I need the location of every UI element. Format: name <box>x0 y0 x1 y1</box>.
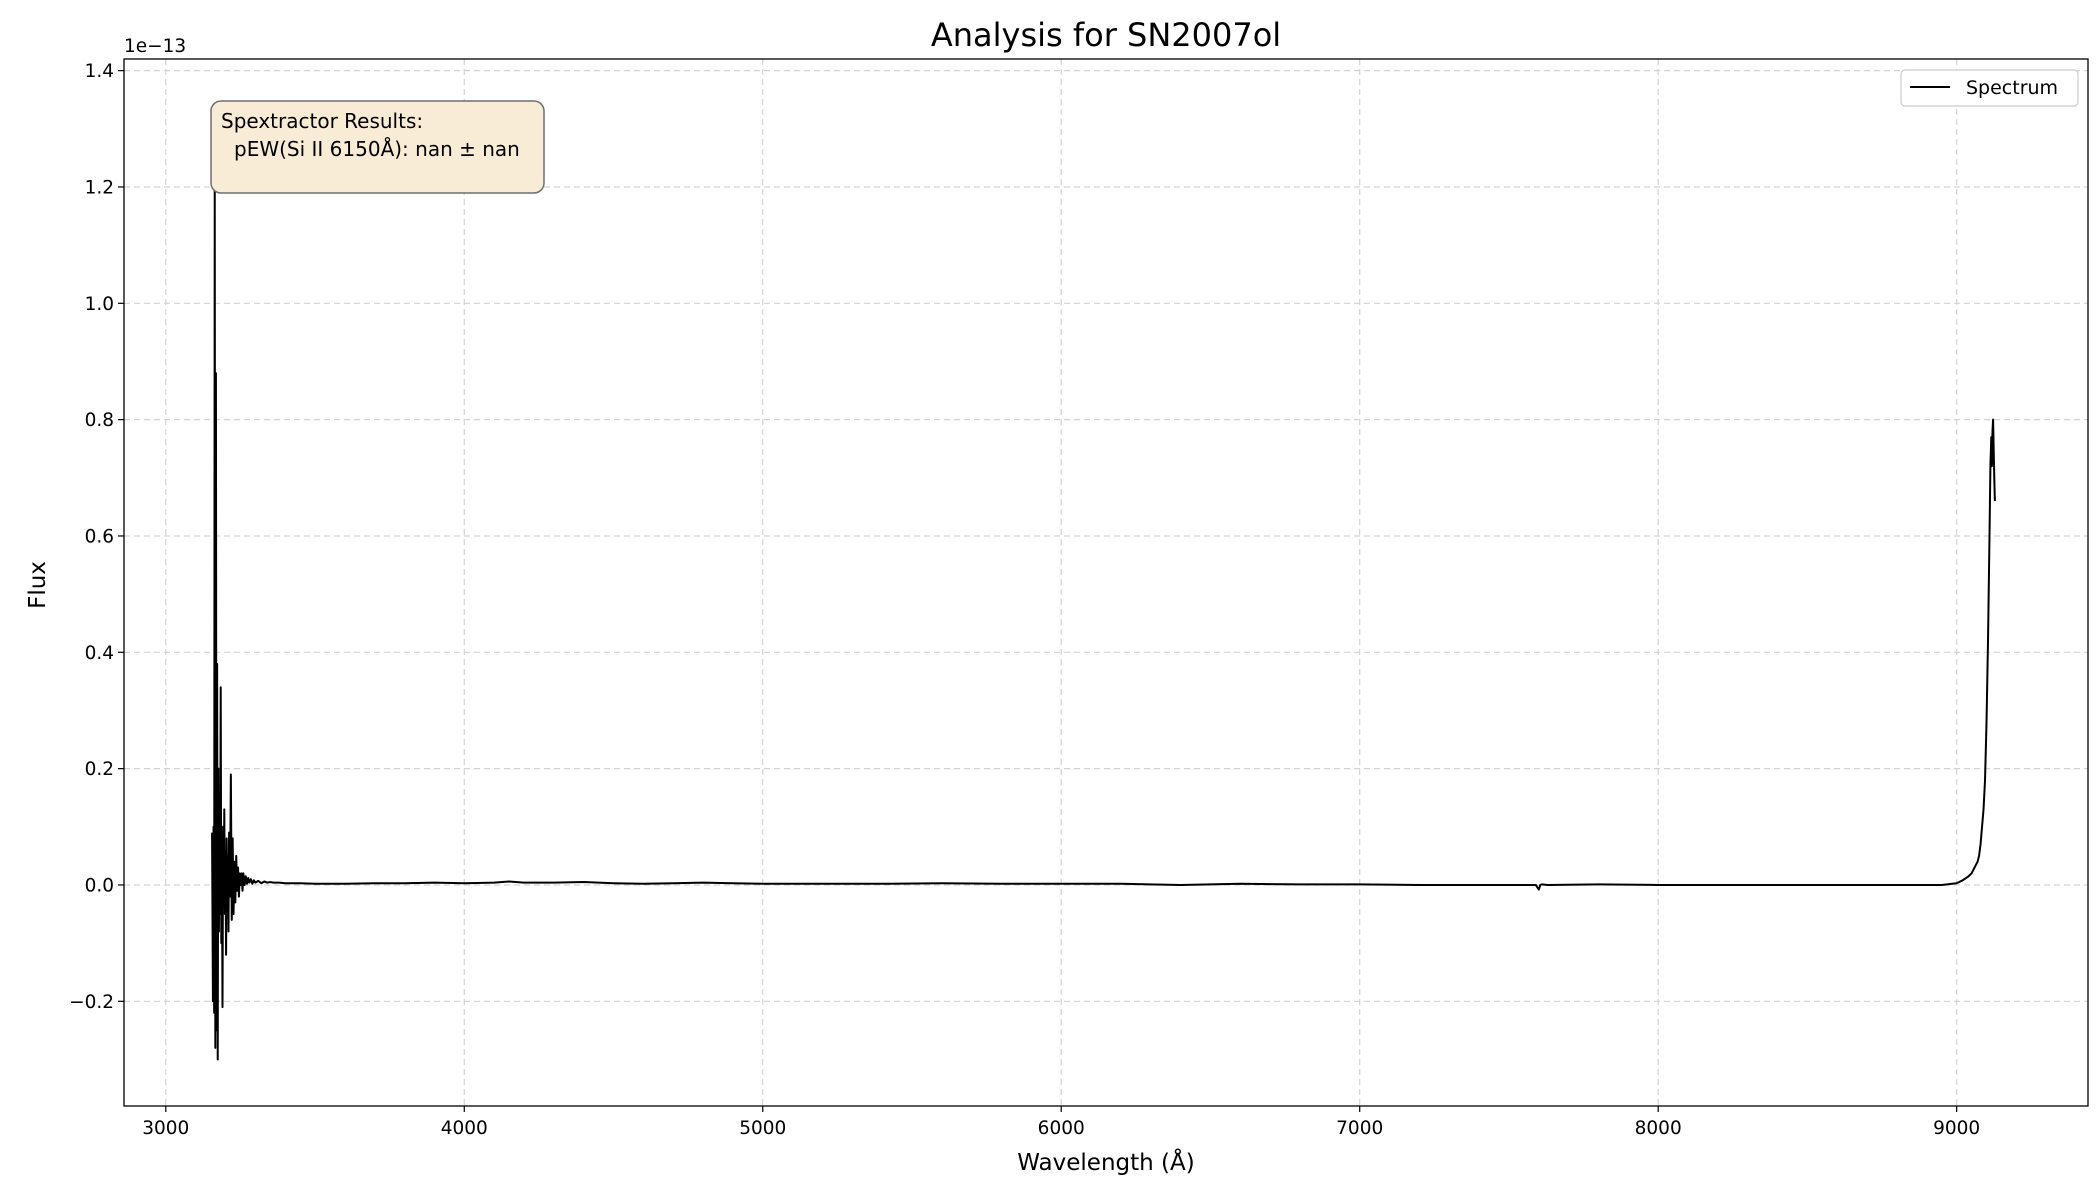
y-axis: −0.2 0.0 0.2 0.4 0.6 0.8 1.0 1.2 1.4 <box>69 61 124 1013</box>
series-line-spectrum <box>211 180 1996 1061</box>
x-axis: 3000 4000 5000 6000 7000 8000 9000 <box>142 1106 1980 1139</box>
y-tick-label: 1.2 <box>85 177 114 198</box>
annotation-pew-value: pEW(Si II 6150Å): nan ± nan <box>234 137 520 161</box>
plot-frame <box>123 58 2089 1107</box>
legend: Spectrum <box>1900 69 2079 107</box>
x-tick-label: 5000 <box>739 1118 786 1139</box>
series-layer <box>211 180 1996 1061</box>
legend-frame <box>1900 69 2079 107</box>
y-tick-label: 0.2 <box>85 759 114 780</box>
chart-title: Analysis for SN2007ol <box>931 16 1281 54</box>
x-tick-label: 9000 <box>1933 1118 1980 1139</box>
x-tick-label: 3000 <box>142 1118 189 1139</box>
annotation-title: Spextractor Results: <box>221 109 423 133</box>
y-offset-label: 1e−13 <box>124 36 186 57</box>
x-axis-label: Wavelength (Å) <box>1017 1148 1194 1176</box>
y-tick-label: 1.4 <box>85 61 114 82</box>
y-tick-label: 0.8 <box>85 410 114 431</box>
y-tick-label: 1.0 <box>85 294 114 315</box>
annotation-box: Spextractor Results: pEW(Si II 6150Å): n… <box>210 100 545 194</box>
y-tick-label: −0.2 <box>69 992 114 1013</box>
y-tick-label: 0.4 <box>85 643 114 664</box>
y-tick-label: 0.0 <box>85 875 114 896</box>
y-tick-label: 0.6 <box>85 526 114 547</box>
x-tick-label: 4000 <box>441 1118 488 1139</box>
x-tick-label: 8000 <box>1635 1118 1682 1139</box>
grid <box>124 59 2088 1106</box>
x-tick-label: 6000 <box>1038 1118 1085 1139</box>
y-axis-label: Flux <box>25 561 51 609</box>
legend-label-spectrum: Spectrum <box>1966 77 2058 99</box>
x-tick-label: 7000 <box>1336 1118 1383 1139</box>
annotation-background <box>210 100 545 194</box>
